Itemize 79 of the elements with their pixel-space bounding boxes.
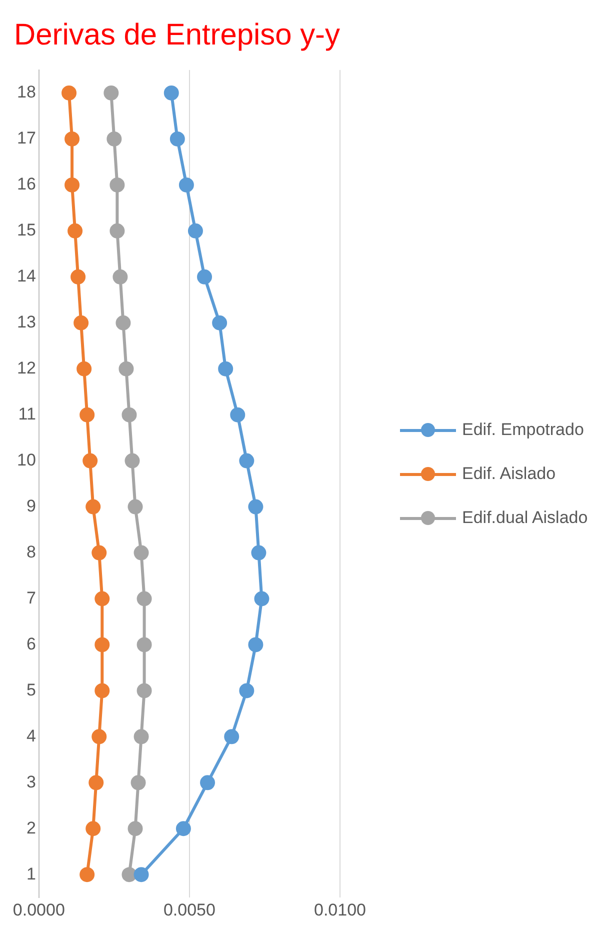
point [68, 223, 83, 238]
point [76, 361, 92, 376]
y-tick-label: 2 [26, 818, 36, 838]
y-tick-label: 8 [26, 542, 36, 562]
point [134, 545, 149, 560]
point [197, 269, 212, 284]
y-tick-label: 12 [16, 358, 36, 378]
point [230, 407, 246, 422]
y-tick-label: 13 [16, 312, 36, 332]
point [164, 85, 179, 100]
x-tick-label: 0.0100 [314, 900, 366, 920]
point [92, 729, 107, 744]
point [239, 453, 254, 468]
point [112, 269, 128, 284]
point [110, 177, 125, 192]
point [128, 499, 143, 514]
point [116, 315, 131, 330]
x-tick-label: 0.0000 [12, 900, 65, 920]
point [239, 683, 254, 698]
chart-title: Derivas de Entrepiso y-y [14, 18, 340, 52]
point [64, 177, 80, 192]
y-tick-label: 18 [16, 82, 36, 102]
point [92, 545, 107, 560]
y-tick-label: 9 [26, 496, 36, 516]
point [212, 315, 228, 330]
legend-label: Edif. Empotrado [462, 420, 584, 440]
point [178, 177, 194, 192]
y-tick-label: 1 [26, 864, 36, 884]
point [136, 591, 152, 606]
point [64, 131, 80, 146]
legend-label: Edif.dual Aislado [462, 508, 588, 528]
y-tick-label: 6 [26, 634, 36, 654]
point [134, 867, 149, 882]
y-tick-label: 5 [26, 680, 36, 700]
point [170, 131, 185, 146]
legend-label: Edif. Aislado [462, 464, 556, 484]
point [74, 315, 89, 330]
point [200, 775, 216, 790]
point [80, 867, 95, 882]
y-tick-label: 3 [26, 772, 36, 792]
y-tick-label: 15 [16, 220, 36, 240]
y-tick-label: 10 [16, 450, 36, 470]
y-tick-label: 14 [16, 266, 36, 286]
y-tick-label: 11 [18, 404, 36, 424]
point [118, 361, 134, 376]
point [86, 499, 101, 514]
point [122, 867, 137, 882]
point [106, 131, 122, 146]
point [104, 85, 119, 100]
point [62, 85, 77, 100]
point [134, 729, 149, 744]
point [251, 545, 266, 560]
point [110, 223, 125, 238]
point [82, 453, 98, 468]
y-tick-label: 16 [16, 174, 36, 194]
point [94, 683, 110, 698]
point [176, 821, 191, 836]
point [248, 637, 264, 652]
point [218, 361, 234, 376]
point [128, 821, 143, 836]
point [224, 729, 240, 744]
point [88, 775, 104, 790]
point [136, 637, 152, 652]
point [94, 637, 110, 652]
point [188, 223, 203, 238]
y-tick-label: 17 [16, 128, 36, 148]
point [86, 821, 101, 836]
point [94, 591, 110, 606]
x-tick-label: 0.0050 [163, 900, 216, 920]
point [254, 591, 270, 606]
y-tick-label: 4 [26, 726, 36, 746]
point [136, 683, 152, 698]
point [80, 407, 95, 422]
y-tick-label: 7 [26, 588, 36, 608]
point [248, 499, 264, 514]
point [124, 453, 140, 468]
point [70, 269, 86, 284]
point [130, 775, 146, 790]
point [122, 407, 137, 422]
